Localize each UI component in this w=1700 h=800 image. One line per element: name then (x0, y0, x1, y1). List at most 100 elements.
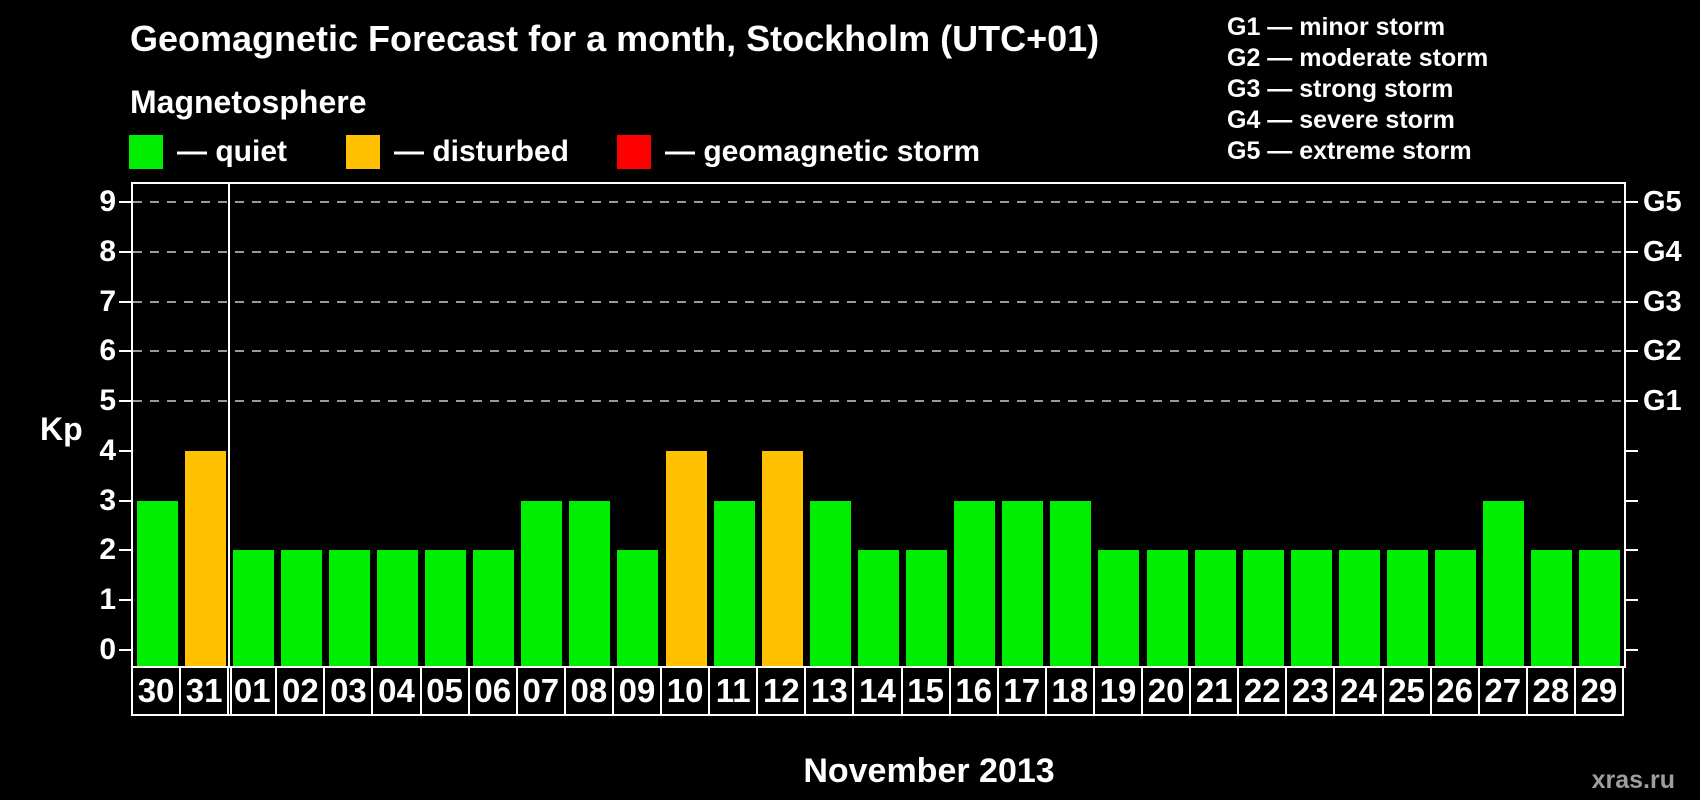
day-label-cell-14: 14 (852, 666, 903, 716)
legend-quiet-label: — quiet (177, 135, 287, 168)
right-tick-kp-8 (1626, 250, 1638, 253)
day-label-cell-28: 28 (1525, 666, 1576, 716)
legend-item-disturbed: — disturbed (346, 134, 569, 169)
day-label-cell-15: 15 (900, 666, 951, 716)
left-tick-kp-5 (119, 400, 131, 403)
day-label-cell-18: 18 (1044, 666, 1095, 716)
day-label-cell-20: 20 (1141, 666, 1192, 716)
kp-bar-day-15 (906, 550, 948, 666)
kp-bar-day-06 (473, 550, 515, 666)
day-label-cell-27: 27 (1477, 666, 1528, 716)
y-axis-label-1: 1 (99, 583, 116, 617)
y-axis-label-2: 2 (99, 533, 116, 567)
kp-bar-day-20 (1146, 550, 1188, 666)
kp-bar-day-25 (1387, 550, 1429, 666)
kp-bar-day-03 (328, 550, 370, 666)
day-label-cell-06: 06 (467, 666, 518, 716)
kp-bar-day-16 (954, 500, 996, 666)
right-tick-kp-1 (1626, 599, 1638, 602)
day-label-cell-05: 05 (419, 666, 470, 716)
day-label-cell-13: 13 (804, 666, 855, 716)
day-label-cell-16: 16 (948, 666, 999, 716)
day-label-cell-01: 01 (227, 666, 278, 716)
month-boundary-divider (230, 666, 233, 716)
kp-bar-day-09 (617, 550, 659, 666)
storm-scale-legend: G1 — minor storm G2 — moderate storm G3 … (1227, 12, 1488, 167)
left-tick-kp-0 (119, 649, 131, 651)
kp-bar-day-07 (521, 500, 563, 666)
storm-scale-g5: G5 — extreme storm (1227, 137, 1472, 165)
legend-item-storm: — geomagnetic storm (617, 134, 980, 169)
chart-plot-area (131, 182, 1626, 668)
kp-bar-day-22 (1242, 550, 1284, 666)
right-tick-kp-9 (1626, 200, 1638, 203)
gridline-kp-8 (133, 250, 1624, 253)
kp-bar-day-19 (1098, 550, 1140, 666)
right-axis-label-g3: G3 (1643, 285, 1682, 318)
left-tick-kp-1 (119, 599, 131, 602)
watermark: xras.ru (1591, 766, 1675, 794)
day-label-cell-24: 24 (1333, 666, 1384, 716)
right-tick-kp-2 (1626, 549, 1638, 552)
right-tick-kp-4 (1626, 449, 1638, 452)
kp-bar-day-29 (1579, 550, 1621, 666)
left-tick-kp-7 (119, 300, 131, 303)
day-label-cell-22: 22 (1237, 666, 1288, 716)
legend-disturbed-label: — disturbed (394, 135, 570, 168)
left-tick-kp-9 (119, 200, 131, 203)
day-label-cell-08: 08 (563, 666, 614, 716)
right-tick-kp-3 (1626, 499, 1638, 502)
day-label-cell-21: 21 (1189, 666, 1240, 716)
gridline-kp-7 (133, 300, 1624, 303)
storm-scale-g1: G1 — minor storm (1227, 13, 1446, 41)
y-axis-label-8: 8 (99, 234, 116, 268)
right-axis-label-g4: G4 (1643, 235, 1682, 268)
disturbed-color-swatch (346, 134, 380, 169)
quiet-color-swatch (129, 134, 163, 169)
storm-scale-g3: G3 — strong storm (1227, 75, 1454, 103)
right-tick-kp-6 (1626, 350, 1638, 353)
day-label-cell-29: 29 (1573, 666, 1624, 716)
left-tick-kp-6 (119, 350, 131, 353)
right-axis-label-g1: G1 (1643, 385, 1682, 418)
left-tick-kp-3 (119, 499, 131, 502)
y-axis-label-5: 5 (99, 384, 116, 418)
kp-bar-day-12 (761, 450, 803, 666)
x-axis-title: November 2013 (803, 752, 1055, 790)
kp-bar-day-27 (1483, 500, 1525, 666)
chart-plot-inner (133, 184, 1624, 666)
day-label-cell-11: 11 (708, 666, 759, 716)
kp-bar-day-18 (1050, 500, 1092, 666)
y-axis-label-6: 6 (99, 334, 116, 368)
kp-bar-day-21 (1194, 550, 1236, 666)
right-tick-kp-7 (1626, 300, 1638, 303)
day-label-cell-30: 30 (131, 666, 182, 716)
left-tick-kp-4 (119, 449, 131, 452)
y-axis-label-3: 3 (99, 483, 116, 517)
x-axis-day-labels: 30 31 01 02 03 04 05 06 07 08 09 10 11 12 13 14 15 16 17 18… (131, 666, 1630, 716)
y-axis-label-0: 0 (99, 633, 116, 666)
y-axis-label-7: 7 (99, 284, 116, 318)
kp-bar-day-13 (809, 500, 851, 666)
day-label-cell-09: 09 (611, 666, 663, 716)
kp-bar-day-01 (232, 550, 274, 666)
day-label-cell-19: 19 (1092, 666, 1144, 716)
right-axis-label-g5: G5 (1643, 185, 1682, 218)
day-label-cell-17: 17 (996, 666, 1047, 716)
legend-storm-label: — geomagnetic storm (665, 135, 981, 168)
day-label-cell-25: 25 (1381, 666, 1432, 716)
kp-bar-day-30 (136, 500, 178, 666)
storm-scale-g4: G4 — severe storm (1227, 106, 1455, 134)
kp-bar-day-10 (665, 450, 707, 666)
day-label-cell-12: 12 (756, 666, 807, 716)
day-label-cell-23: 23 (1285, 666, 1336, 716)
day-label-cell-07: 07 (515, 666, 566, 716)
kp-bar-day-17 (1002, 500, 1044, 666)
gridline-kp-6 (133, 350, 1624, 353)
y-axis-title: Kp (40, 411, 83, 447)
storm-color-swatch (617, 134, 651, 169)
legend-item-quiet: — quiet (129, 134, 287, 169)
gridline-kp-9 (133, 200, 1624, 203)
kp-bar-day-08 (569, 500, 611, 666)
